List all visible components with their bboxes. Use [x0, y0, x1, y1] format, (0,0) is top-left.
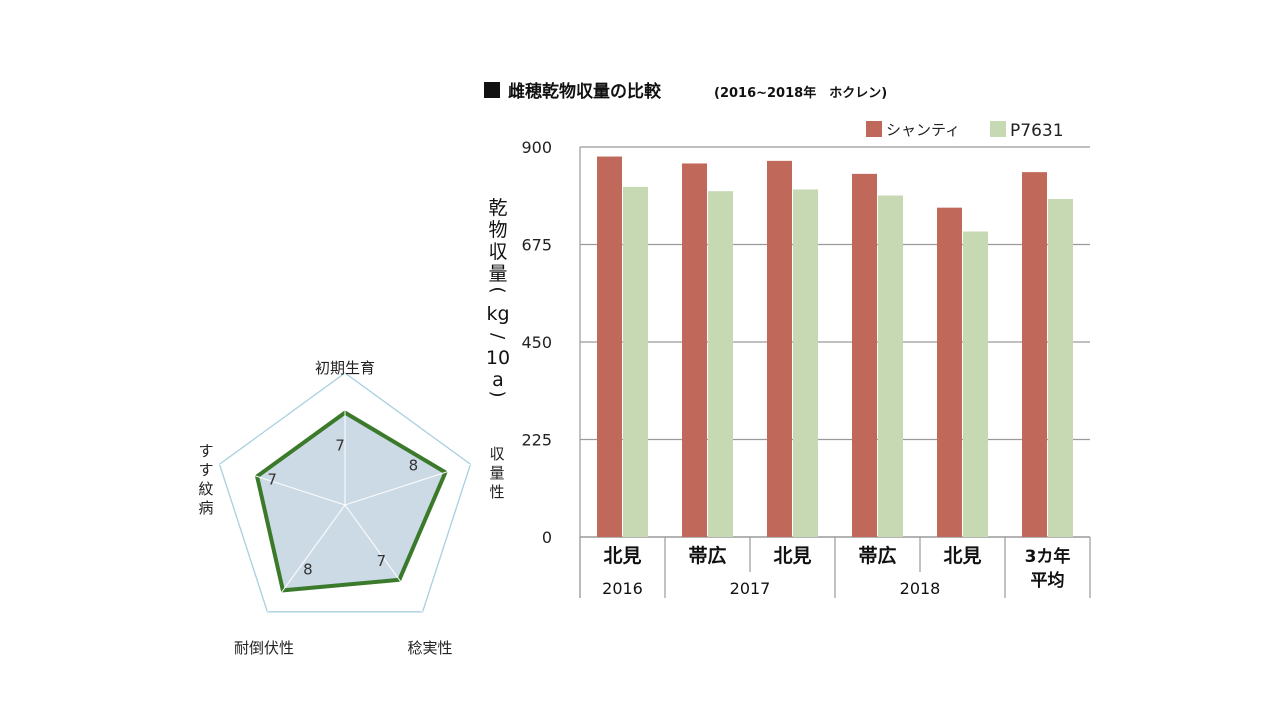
radar-axis-label: 病: [198, 499, 213, 517]
y-axis-label-unit: kg: [486, 303, 509, 325]
y-tick-label: 225: [521, 431, 552, 450]
radar-axis-label: す: [198, 461, 213, 479]
x-period-label: 2017: [730, 579, 771, 598]
y-axis-label-unit: 10: [486, 347, 510, 369]
x-period-label: 2016: [602, 579, 643, 598]
radar-spoke: [219, 463, 346, 506]
legend-label-series-1: シャンティ: [886, 121, 960, 139]
radar-axis-label: す: [198, 442, 213, 460]
chart-title: 雌穂乾物収量の比較: [508, 81, 662, 102]
x-category-label: 北見: [943, 545, 981, 567]
bar-series-1: [852, 173, 877, 537]
y-tick-label: 900: [521, 138, 552, 157]
bar-series-1: [1022, 172, 1047, 537]
y-tick-label: 675: [521, 236, 552, 255]
bar-series-1: [767, 160, 792, 537]
bar-series-2: [878, 195, 903, 538]
bar-series-2: [1048, 199, 1073, 537]
radar-value-label: 8: [303, 560, 313, 578]
bar-series-2: [623, 186, 648, 537]
legend: シャンティ P7631: [866, 121, 1064, 141]
y-axis-label-unit: a: [492, 369, 504, 391]
bar-series-2: [963, 231, 988, 537]
radar-axis-label: 性: [489, 483, 504, 501]
y-axis-label-char: 収: [488, 241, 507, 263]
radar-value-label: 7: [267, 470, 277, 488]
radar-value-label: 7: [377, 552, 387, 570]
radar-axis-label: 紋: [198, 480, 213, 498]
radar-spoke: [266, 504, 346, 613]
radar-axis-label: 稔実性: [407, 639, 452, 657]
bar-series-1: [597, 156, 622, 538]
bar-series-1: [937, 207, 962, 537]
radar-spoke: [344, 463, 471, 506]
legend-swatch-series-2: [990, 121, 1006, 137]
chart-title-note: (2016~2018年 ホクレン): [714, 85, 887, 101]
radar-value-label: 7: [335, 437, 345, 455]
radar-outer-frame: [218, 372, 472, 613]
x-category-label: 北見: [773, 545, 811, 567]
y-tick-label: 0: [542, 528, 552, 547]
bar-series-1: [682, 163, 707, 537]
radar-axis-label: 量: [489, 464, 504, 482]
x-category-label: 北見: [603, 545, 641, 567]
radar-axis-label: 収: [489, 445, 504, 463]
x-category-label: 3カ年: [1025, 546, 1071, 567]
title-square-icon: [484, 82, 500, 98]
x-category-label: 帯広: [858, 544, 896, 567]
y-axis-label-slash: /: [487, 333, 508, 340]
y-axis-label-char: 乾: [488, 197, 507, 219]
bar-series-2: [708, 191, 733, 537]
x-period-label: 2018: [900, 579, 941, 598]
legend-label-series-2: P7631: [1010, 121, 1064, 141]
y-axis-label-paren: (: [487, 286, 508, 293]
x-category-label: 帯広: [688, 544, 726, 567]
bar-series-2: [793, 189, 818, 537]
y-tick-label: 450: [521, 333, 552, 352]
radar-series-polygon: [255, 410, 448, 593]
y-axis-label-char: 物: [488, 219, 507, 241]
bar-chart: 雌穂乾物収量の比較 (2016~2018年 ホクレン) 0 225 450 675 90…: [484, 81, 1091, 598]
legend-swatch-series-1: [866, 121, 882, 137]
x-category-label: 平均: [1031, 570, 1065, 591]
radar-value-label: 8: [409, 456, 419, 474]
y-axis-label-paren: ): [487, 390, 508, 397]
radar-spoke: [344, 504, 424, 613]
y-axis-label-char: 量: [488, 263, 507, 285]
radar-axis-label: 耐倒伏性: [234, 639, 294, 657]
radar-axis-label: 初期生育: [315, 359, 375, 377]
